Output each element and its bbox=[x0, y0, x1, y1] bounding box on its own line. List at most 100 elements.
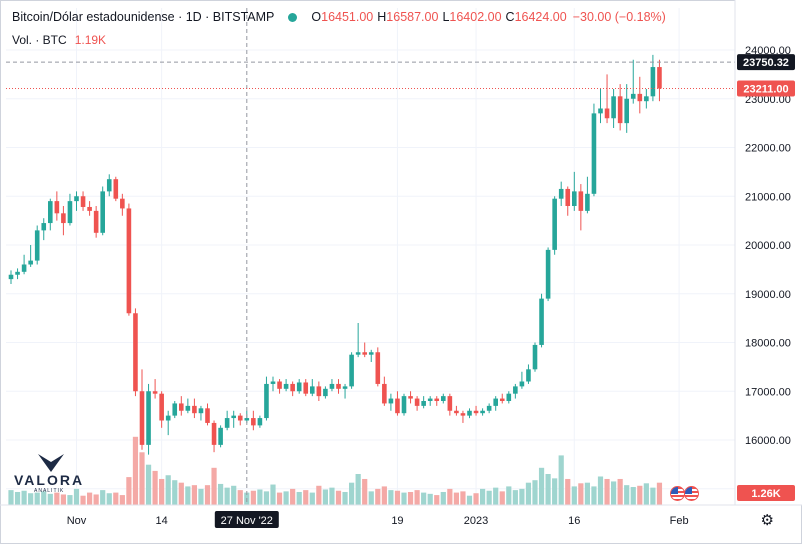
logo-text: VALORA bbox=[14, 472, 85, 488]
candle-body bbox=[362, 352, 367, 355]
valora-logo: VALORA ANALITIK bbox=[14, 452, 85, 494]
candle-body bbox=[205, 408, 210, 423]
candle-body bbox=[526, 369, 531, 382]
volume-bar bbox=[73, 488, 80, 505]
low-key: L bbox=[442, 10, 450, 24]
volume-tag-bg bbox=[737, 485, 795, 501]
volume-bar bbox=[335, 490, 342, 505]
us-event-flag-icon[interactable] bbox=[684, 486, 699, 501]
candle-body bbox=[342, 386, 348, 389]
volume-legend: Vol. · BTC 1.19K bbox=[12, 33, 106, 47]
candle-body bbox=[558, 188, 564, 199]
axes: 24000.00 23000.00 22000.00 21000.00 20000.00… bbox=[0, 0, 802, 528]
volume-bar bbox=[303, 490, 309, 505]
volume-bar bbox=[388, 490, 394, 505]
y-tick-label: 17000.00 bbox=[745, 386, 791, 398]
us-event-flag-icon[interactable] bbox=[670, 486, 685, 501]
volume-bar bbox=[41, 491, 47, 505]
candle-body bbox=[133, 313, 138, 392]
candle-body bbox=[172, 403, 178, 416]
candle-body bbox=[454, 410, 459, 414]
volume-bar bbox=[322, 489, 328, 505]
volume-bar bbox=[381, 486, 387, 505]
volume-bar bbox=[106, 493, 112, 505]
volume-value: 1.19K bbox=[74, 33, 107, 47]
volume-bar bbox=[650, 487, 656, 505]
volume-bar bbox=[198, 488, 204, 505]
candle-body bbox=[368, 352, 374, 355]
volume-bar bbox=[611, 481, 617, 505]
volume-bar bbox=[538, 467, 545, 505]
candle-body bbox=[467, 410, 472, 416]
candle-body bbox=[54, 201, 60, 214]
grid bbox=[6, 8, 735, 505]
volume-bar bbox=[283, 491, 289, 505]
open-key: O bbox=[311, 10, 322, 24]
volume-bar bbox=[263, 491, 270, 505]
candle-body bbox=[185, 405, 191, 411]
volume-bar bbox=[532, 480, 538, 505]
candle-body bbox=[382, 383, 387, 404]
volume-bar bbox=[145, 464, 152, 505]
candle-body bbox=[513, 386, 518, 394]
candle-body bbox=[8, 274, 14, 280]
candle-body bbox=[506, 393, 512, 401]
y-tick-label: 20000.00 bbox=[745, 240, 791, 252]
candle-body bbox=[519, 381, 525, 387]
candle-body bbox=[120, 198, 125, 209]
y-tick-label: 21000.00 bbox=[745, 191, 791, 203]
candle-body bbox=[41, 223, 47, 231]
volume-bar bbox=[473, 493, 479, 505]
candle-body bbox=[316, 386, 322, 397]
candle-body bbox=[106, 179, 112, 192]
candle-body bbox=[113, 179, 119, 199]
candle-body bbox=[296, 382, 302, 392]
volume-bar bbox=[204, 485, 211, 505]
volume-bar bbox=[597, 476, 604, 505]
candle-body bbox=[637, 93, 643, 102]
candle-body bbox=[61, 213, 66, 224]
candle-body bbox=[264, 383, 269, 419]
volume-bar bbox=[584, 482, 590, 505]
symbol-legend: Bitcoin/Dólar estadounidense · 1D · BITS… bbox=[12, 10, 666, 24]
volume-bar bbox=[21, 490, 27, 505]
candle-body bbox=[572, 191, 577, 206]
symbol-title[interactable]: Bitcoin/Dólar estadounidense · 1D · BITS… bbox=[12, 10, 275, 24]
candle-body bbox=[349, 354, 354, 387]
low-value: 16402.00 bbox=[449, 10, 502, 24]
candle-body bbox=[198, 408, 204, 414]
settings-gear-icon[interactable]: ⚙ bbox=[760, 512, 774, 529]
candle-body bbox=[303, 382, 309, 394]
volume-bar bbox=[506, 486, 512, 505]
volume-bar bbox=[525, 482, 532, 505]
candle-body bbox=[87, 206, 92, 211]
candle-body bbox=[48, 201, 53, 224]
volume-bar bbox=[440, 491, 446, 505]
candle-body bbox=[257, 418, 263, 426]
candle-body bbox=[192, 405, 197, 414]
high-key: H bbox=[377, 10, 387, 24]
candle-body bbox=[329, 383, 335, 389]
volume-bar bbox=[362, 478, 368, 505]
logo-subtext: ANALITIK bbox=[34, 488, 65, 494]
candle-body bbox=[552, 198, 557, 250]
volume-bar bbox=[427, 493, 433, 505]
candle-body bbox=[310, 386, 315, 394]
volume-bar bbox=[421, 492, 427, 505]
volume-bar bbox=[591, 486, 597, 505]
candle-body bbox=[447, 396, 453, 411]
volume-label[interactable]: Vol. · BTC bbox=[12, 33, 67, 47]
x-tick-label: Feb bbox=[670, 515, 689, 527]
market-status-icon bbox=[288, 12, 298, 22]
volume-bar bbox=[290, 488, 296, 505]
volume-bar bbox=[453, 492, 459, 505]
candle-body bbox=[126, 208, 132, 314]
candle-body bbox=[211, 422, 217, 445]
y-tick-label: 19000.00 bbox=[745, 289, 791, 301]
candle-body bbox=[460, 413, 466, 416]
volume-bar bbox=[480, 488, 486, 505]
volume-bar bbox=[368, 491, 374, 505]
candle-body bbox=[591, 113, 597, 194]
candle-body bbox=[486, 405, 492, 411]
